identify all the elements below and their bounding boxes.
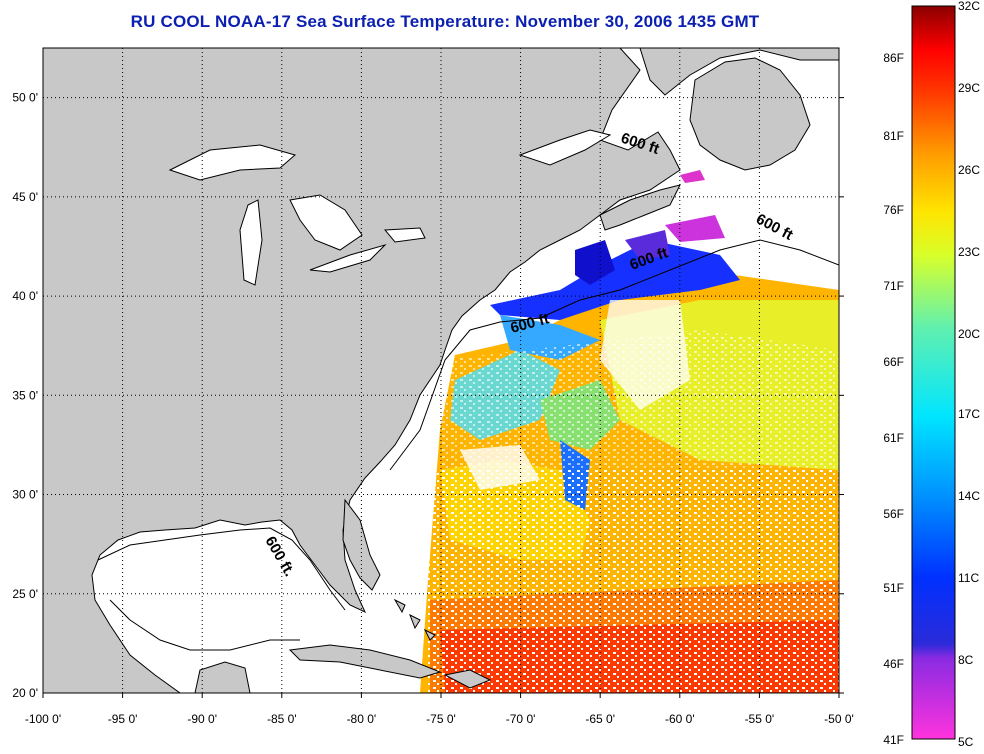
colorbar-c-label: 32C	[958, 0, 980, 13]
lake-michigan	[239, 199, 263, 286]
newfoundland	[689, 57, 811, 171]
colorbar-f-label: 41F	[883, 733, 904, 747]
lake-erie	[309, 243, 387, 273]
lat-tick-label: 40 0'	[12, 289, 38, 303]
colorbar-c-label: 5C	[958, 735, 974, 749]
colorbar-c-label: 26C	[958, 163, 980, 177]
colorbar-c-label: 17C	[958, 407, 980, 421]
great-lakes	[168, 129, 612, 286]
colorbar-fahrenheit-labels: 86F 81F 76F 71F 66F 61F 56F 51F 46F 41F	[883, 51, 904, 747]
colorbar-f-label: 76F	[883, 203, 904, 217]
colorbar-f-label: 66F	[883, 355, 904, 369]
lat-tick-label: 45 0'	[12, 190, 38, 204]
sst-field	[420, 48, 839, 693]
lat-tick-label: 20 0'	[12, 686, 38, 700]
lon-tick-label: -85 0'	[267, 712, 297, 726]
colorbar-f-label: 61F	[883, 431, 904, 445]
colorbar-c-label: 11C	[958, 571, 979, 585]
lon-tick-label: -70 0'	[506, 712, 536, 726]
cuba	[288, 644, 442, 679]
lon-tick-label: -50 0'	[824, 712, 854, 726]
lat-tick-label: 30 0'	[12, 488, 38, 502]
latitude-axis: 20 0' 25 0' 30 0' 35 0' 40 0' 45 0' 50 0'	[12, 91, 844, 700]
north-america	[43, 48, 681, 693]
lon-tick-label: -90 0'	[187, 712, 217, 726]
lat-tick-label: 50 0'	[12, 91, 38, 105]
lon-tick-label: -100 0'	[25, 712, 61, 726]
colorbar-c-label: 23C	[958, 245, 980, 259]
colorbar-f-label: 51F	[883, 581, 904, 595]
lake-ontario	[383, 227, 426, 243]
map-title: RU COOL NOAA-17 Sea Surface Temperature:…	[130, 12, 760, 31]
colorbar-f-label: 86F	[883, 51, 904, 65]
lon-tick-label: -95 0'	[108, 712, 138, 726]
lon-tick-label: -60 0'	[665, 712, 695, 726]
colorbar-f-label: 46F	[883, 657, 904, 671]
colorbar-c-label: 14C	[958, 489, 980, 503]
colorbar-celsius-labels: 32C 29C 26C 23C 20C 17C 14C 11C 8C 5C	[958, 0, 980, 749]
lon-tick-label: -65 0'	[585, 712, 615, 726]
lon-tick-label: -75 0'	[426, 712, 456, 726]
lon-tick-label: -55 0'	[745, 712, 775, 726]
lon-tick-label: -80 0'	[347, 712, 377, 726]
lake-superior	[168, 144, 297, 181]
colorbar-c-label: 20C	[958, 327, 980, 341]
isobath-600ft	[97, 239, 839, 611]
lat-tick-label: 35 0'	[12, 388, 38, 402]
colorbar-f-label: 71F	[883, 279, 904, 293]
colorbar-c-label: 8C	[958, 653, 974, 667]
lat-tick-label: 25 0'	[12, 587, 38, 601]
lake-huron	[289, 194, 363, 251]
land	[43, 48, 839, 693]
colorbar-gradient	[911, 5, 956, 740]
colorbar: 86F 81F 76F 71F 66F 61F 56F 51F 46F 41F 32C 29C 26C…	[883, 0, 980, 749]
longitude-axis: -100 0' -95 0' -90 0' -85 0' -80 0' -75 0' -70…	[25, 693, 854, 726]
hispaniola	[443, 669, 492, 689]
hudson-st-lawrence	[518, 129, 612, 166]
colorbar-f-label: 56F	[883, 507, 904, 521]
colorbar-c-label: 29C	[958, 81, 980, 95]
colorbar-f-label: 81F	[883, 129, 904, 143]
yucatan	[194, 661, 251, 693]
labrador	[639, 48, 839, 96]
